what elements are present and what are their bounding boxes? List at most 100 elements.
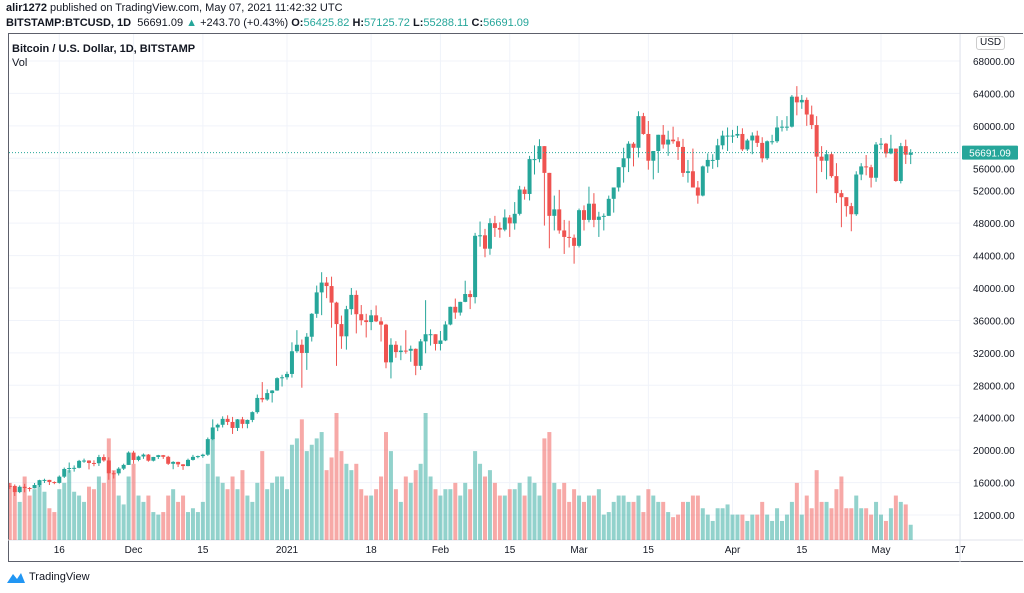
symbol: BITSTAMP:BTCUSD, 1D xyxy=(6,17,132,29)
candle-body xyxy=(116,468,121,474)
volume-bar xyxy=(651,495,656,540)
candle-body xyxy=(240,419,245,424)
currency-button[interactable]: USD xyxy=(976,36,1006,50)
candle-body xyxy=(547,172,552,216)
volume-bar xyxy=(398,501,403,540)
y-tick-label: 40000.00 xyxy=(973,284,1015,295)
candle-body xyxy=(32,485,37,489)
candle-body xyxy=(532,159,537,161)
publish-info: alir1272 published on TradingView.com, M… xyxy=(6,2,343,14)
volume-bar xyxy=(695,495,700,540)
x-tick-label: 16 xyxy=(54,545,66,556)
x-tick-label: 15 xyxy=(197,545,209,556)
volume-bar xyxy=(562,482,567,540)
volume-bar xyxy=(37,482,42,540)
candle-body xyxy=(72,467,77,469)
y-tick-label: 56000.00 xyxy=(973,165,1015,176)
volume-bar xyxy=(903,504,908,540)
candle-body xyxy=(289,351,294,374)
x-tick-label: Feb xyxy=(432,545,450,556)
x-tick-label: May xyxy=(872,545,891,556)
candle-body xyxy=(542,146,547,173)
chart-legend-title: Bitcoin / U.S. Dollar, 1D, BITSTAMP xyxy=(12,43,196,55)
candle-body xyxy=(626,143,631,159)
candle-body xyxy=(101,457,106,461)
volume-bar xyxy=(844,508,849,540)
candle-body xyxy=(398,350,403,353)
candle-body xyxy=(616,167,621,188)
volume-bar xyxy=(676,514,681,540)
candle-body xyxy=(671,139,676,142)
volume-bar xyxy=(497,495,502,540)
volume-bar xyxy=(116,495,121,540)
candle-body xyxy=(750,135,755,141)
volume-bar xyxy=(725,504,730,540)
y-tick-label: 48000.00 xyxy=(973,219,1015,230)
last-price: 56691.09 xyxy=(137,17,184,29)
candle-body xyxy=(492,223,497,228)
volume-bar xyxy=(181,495,186,540)
volume-bar xyxy=(864,508,869,540)
volume-bar xyxy=(463,482,468,540)
volume-bar xyxy=(403,476,408,540)
candle-body xyxy=(181,464,186,467)
volume-bar xyxy=(794,482,799,540)
candle-body xyxy=(235,419,240,428)
volume-bar xyxy=(101,482,106,540)
volume-bar xyxy=(690,495,695,540)
candle-body xyxy=(760,142,765,159)
author[interactable]: alir1272 xyxy=(6,2,47,14)
candle-body xyxy=(562,230,567,237)
volume-bar xyxy=(478,463,483,540)
volume-bar xyxy=(636,495,641,540)
candle-body xyxy=(359,314,364,321)
volume-bar xyxy=(195,512,200,540)
candle-body xyxy=(567,236,572,238)
low-value: 55288.11 xyxy=(423,17,469,29)
volume-bar xyxy=(859,508,864,540)
candle-body xyxy=(52,482,57,484)
plot-area xyxy=(9,86,913,540)
candle-body xyxy=(245,419,250,424)
open-label: O: xyxy=(291,17,304,29)
candle-body xyxy=(864,166,869,168)
x-tick-label: 18 xyxy=(366,545,378,556)
volume-bar xyxy=(146,495,151,540)
volume-bar xyxy=(309,444,314,540)
candle-body xyxy=(388,344,393,363)
candle-body xyxy=(794,96,799,103)
candle-body xyxy=(200,454,205,457)
candle-body xyxy=(611,187,616,199)
candle-body xyxy=(809,114,814,126)
price-change: +243.70 (+0.43%) xyxy=(200,17,289,29)
candle-body xyxy=(418,341,423,366)
tradingview-logo[interactable]: TradingView xyxy=(6,570,90,584)
x-tick-label: 15 xyxy=(796,545,808,556)
candle-body xyxy=(636,116,641,148)
candle-body xyxy=(230,421,235,428)
candle-body xyxy=(299,344,304,353)
candle-body xyxy=(507,217,512,224)
candle-body xyxy=(745,140,750,150)
volume-bar xyxy=(458,495,463,540)
candle-body xyxy=(22,486,27,489)
x-tick-label: 2021 xyxy=(276,545,299,556)
volume-legend: Vol xyxy=(12,57,28,69)
volume-bar xyxy=(285,489,289,540)
candle-body xyxy=(606,198,611,216)
candle-body xyxy=(87,460,91,463)
last-price-badge xyxy=(962,145,1018,160)
y-tick-label: 28000.00 xyxy=(973,381,1015,392)
volume-bar xyxy=(849,508,854,540)
volume-bar xyxy=(883,520,888,540)
candle-body xyxy=(874,144,879,178)
candle-body xyxy=(784,126,789,128)
candle-body xyxy=(591,203,596,220)
volume-bar xyxy=(77,495,82,540)
candle-body xyxy=(869,167,874,178)
volume-bar xyxy=(814,470,819,540)
y-tick-label: 68000.00 xyxy=(973,57,1015,68)
candle-body xyxy=(275,378,280,391)
volume-bar xyxy=(487,470,492,540)
